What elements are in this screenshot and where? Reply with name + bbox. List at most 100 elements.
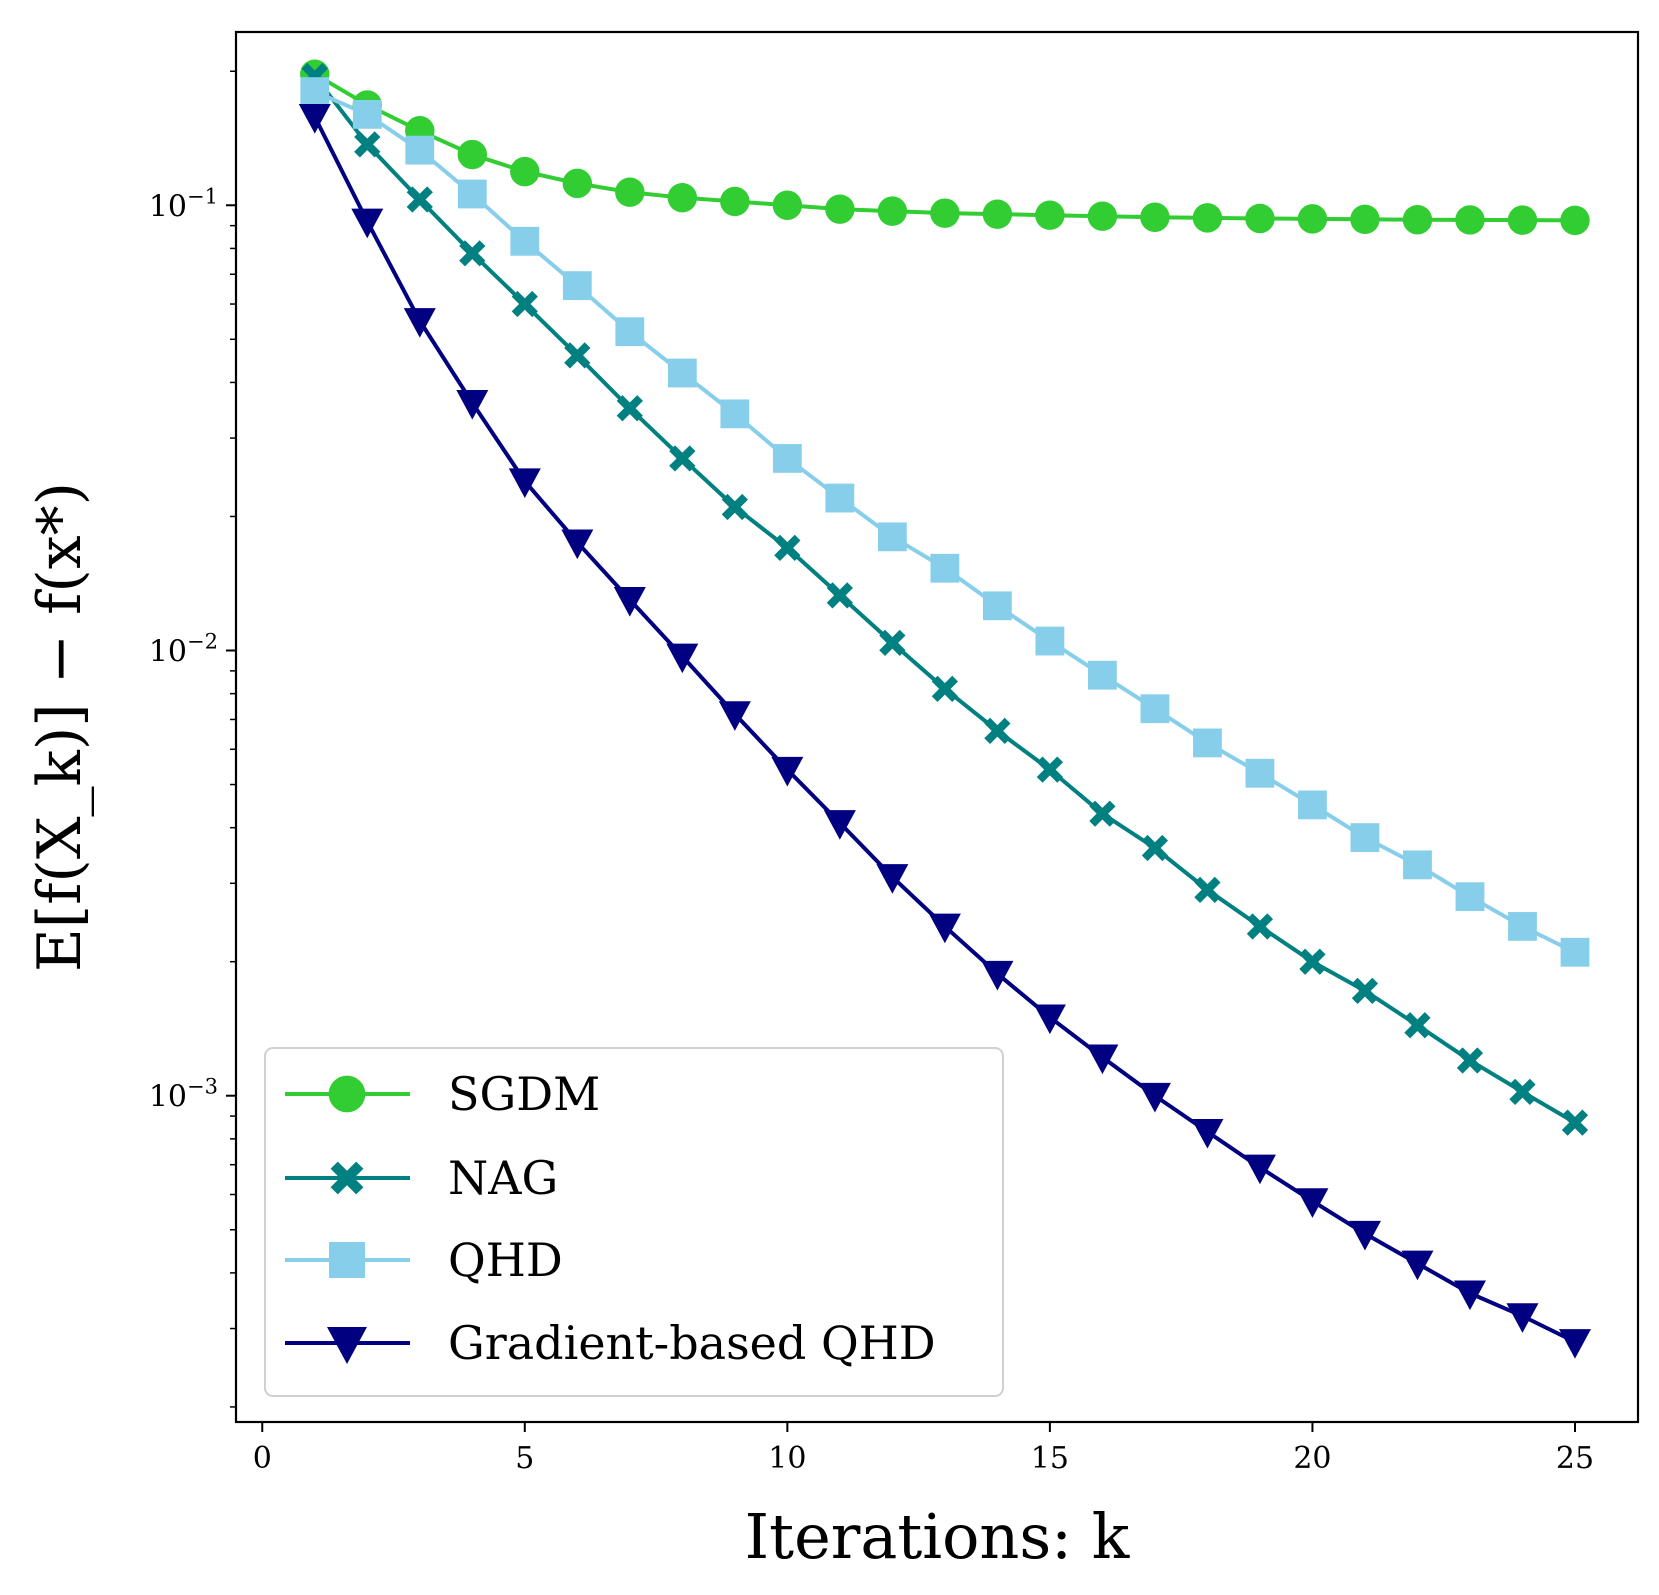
data-point-nag [1246, 913, 1274, 940]
data-point-sgdm [1560, 205, 1590, 236]
data-point-sgdm [1087, 201, 1118, 231]
data-point-qhd [1560, 937, 1590, 967]
data-point-sgdm [510, 156, 540, 187]
y-axis-label: E[f(X_k)] − f(x*) [25, 482, 95, 972]
data-point-nag [1509, 1078, 1536, 1106]
series-markers-qhd [300, 77, 1590, 967]
data-point-qhd [982, 591, 1012, 621]
data-point-sgdm [1350, 204, 1380, 235]
x-tick-label: 25 [1556, 1441, 1594, 1476]
legend-label: NAG [448, 1151, 558, 1205]
x-tick-label: 20 [1293, 1441, 1331, 1476]
data-point-gradient-based-qhd [1191, 1118, 1224, 1149]
data-point-nag [931, 675, 958, 702]
data-point-qhd [1140, 694, 1170, 724]
x-tick-label: 15 [1031, 1441, 1069, 1476]
data-point-qhd [1403, 850, 1432, 880]
data-point-nag [1141, 834, 1169, 862]
legend-entry-sgdm: SGDM [285, 1067, 600, 1121]
legend-label: Gradient-based QHD [448, 1316, 936, 1370]
data-point-qhd [930, 553, 960, 583]
data-point-qhd [1088, 660, 1117, 690]
y-ticks: 10−1 10−2 10−3 [149, 70, 236, 1408]
data-point-gradient-based-qhd [1138, 1082, 1171, 1113]
legend-marker [329, 1242, 365, 1278]
data-point-nag [1299, 948, 1326, 975]
legend-label: QHD [448, 1233, 563, 1287]
data-point-sgdm [1192, 203, 1223, 233]
data-point-qhd [562, 271, 592, 301]
data-point-sgdm [457, 139, 488, 170]
data-point-sgdm [825, 194, 855, 224]
data-point-nag [1456, 1047, 1484, 1074]
data-point-gradient-based-qhd [876, 864, 909, 894]
data-point-qhd [877, 522, 907, 552]
data-point-sgdm [1402, 204, 1433, 235]
x-tick-label: 5 [515, 1441, 534, 1476]
data-point-nag [406, 186, 433, 213]
data-point-nag [511, 290, 538, 318]
legend-marker [327, 1327, 367, 1364]
data-point-sgdm [877, 196, 908, 226]
data-point-sgdm [1245, 203, 1275, 234]
data-point-qhd [720, 399, 750, 429]
data-point-nag [1089, 800, 1116, 827]
data-point-qhd [1350, 823, 1380, 852]
data-point-qhd [510, 226, 540, 256]
data-point-gradient-based-qhd [1401, 1250, 1434, 1281]
data-point-sgdm [720, 186, 750, 217]
data-point-gradient-based-qhd [403, 308, 436, 338]
data-point-nag [721, 493, 748, 521]
data-point-nag [669, 445, 696, 472]
data-point-sgdm [1140, 202, 1170, 232]
series-markers-gradient-based-qhd [298, 104, 1591, 1359]
data-point-sgdm [1297, 204, 1328, 234]
data-point-qhd [1455, 882, 1485, 912]
data-point-gradient-based-qhd [771, 756, 804, 787]
legend-marker [328, 1075, 366, 1113]
data-point-gradient-based-qhd [1506, 1303, 1539, 1333]
data-point-gradient-based-qhd [456, 390, 489, 420]
data-point-gradient-based-qhd [1086, 1044, 1119, 1075]
data-point-gradient-based-qhd [1296, 1188, 1329, 1218]
data-point-gradient-based-qhd [1453, 1280, 1486, 1311]
x-axis-label: Iterations: k [745, 1500, 1130, 1573]
data-point-qhd [1193, 728, 1222, 758]
data-point-nag [564, 342, 591, 369]
data-point-nag [1036, 756, 1064, 783]
legend-box [264, 1047, 1004, 1397]
data-point-sgdm [772, 190, 803, 220]
x-ticks: 0 5 10 15 20 25 [253, 1422, 1594, 1476]
data-point-gradient-based-qhd [718, 701, 751, 731]
data-point-nag [459, 240, 486, 267]
legend-entry-gradient-based-qhd: Gradient-based QHD [285, 1316, 936, 1370]
data-point-sgdm [667, 182, 698, 213]
plot-frame [234, 30, 1640, 1424]
data-point-sgdm [1455, 205, 1485, 235]
data-point-gradient-based-qhd [1558, 1329, 1591, 1359]
data-point-qhd [1508, 912, 1537, 941]
data-point-qhd [352, 99, 382, 129]
data-point-nag [774, 534, 801, 562]
y-tick-label: 10−2 [149, 629, 218, 669]
data-point-qhd [300, 77, 330, 107]
data-point-gradient-based-qhd [1033, 1004, 1066, 1035]
data-point-qhd [825, 483, 855, 513]
data-point-qhd [667, 358, 697, 388]
data-point-gradient-based-qhd [666, 643, 699, 674]
data-point-nag [1194, 876, 1221, 903]
data-point-sgdm [1507, 205, 1538, 235]
data-point-nag [616, 395, 643, 422]
legend: SGDM NAG QHD Gradient-based QHD [264, 1047, 1004, 1397]
series-line-sgdm [313, 72, 1575, 223]
data-point-gradient-based-qhd [508, 468, 541, 499]
data-point-gradient-based-qhd [351, 208, 384, 239]
x-tick-label: 10 [768, 1441, 806, 1476]
y-tick-label: 10−3 [149, 1075, 218, 1115]
data-point-gradient-based-qhd [823, 810, 856, 840]
legend-label: SGDM [448, 1067, 600, 1121]
data-point-sgdm [1035, 200, 1065, 230]
legend-entry-qhd: QHD [285, 1233, 563, 1287]
data-point-qhd [1245, 758, 1275, 788]
